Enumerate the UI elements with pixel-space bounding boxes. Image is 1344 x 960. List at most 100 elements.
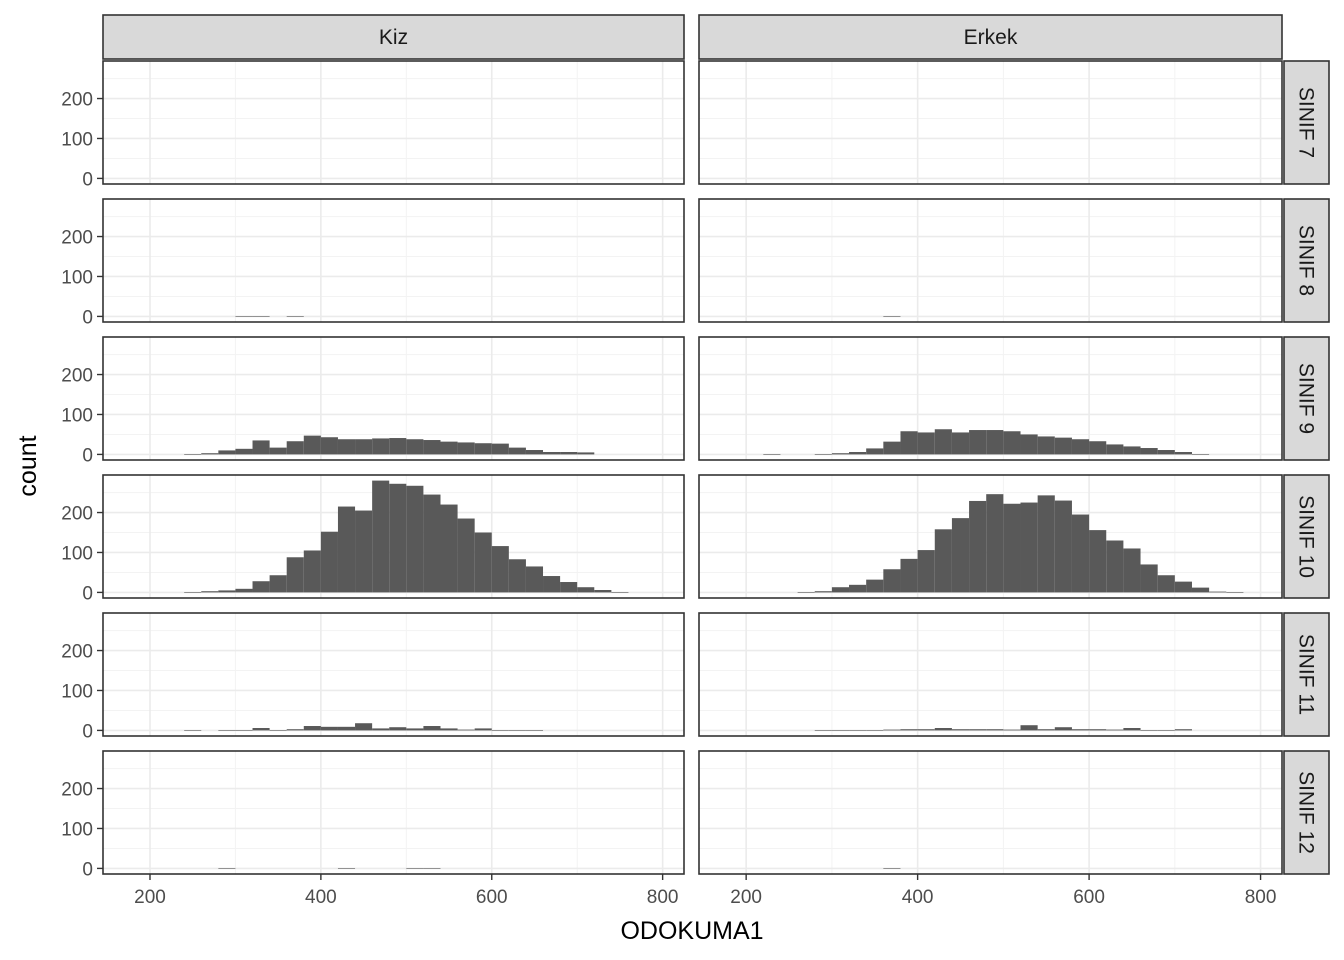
histogram-bar	[337, 726, 356, 731]
histogram-bar	[508, 447, 526, 455]
panel-border	[102, 612, 685, 737]
histogram-bar	[218, 868, 236, 869]
x-tick-label: 800	[1245, 887, 1277, 908]
y-tick-label: 100	[61, 129, 93, 150]
histogram-bar	[849, 730, 867, 731]
histogram-bar	[900, 558, 918, 593]
panel-border	[698, 198, 1283, 323]
strip-kiz: Kiz	[102, 14, 685, 60]
panel-erkek-sinif-8	[698, 198, 1283, 323]
y-axis-title: count	[14, 435, 42, 496]
histogram-bar	[934, 728, 952, 731]
panel-border	[102, 474, 685, 599]
y-tick-label: 200	[61, 228, 93, 249]
x-tick-label: 600	[476, 887, 508, 908]
histogram-bar	[1020, 725, 1038, 731]
strip-background	[1283, 60, 1330, 185]
histogram-bar	[406, 728, 424, 731]
panel-background	[699, 613, 1282, 736]
histogram-bar	[201, 591, 219, 593]
histogram-bar	[286, 316, 304, 317]
panel-kiz-sinif-9	[102, 336, 685, 461]
histogram-bar	[320, 531, 338, 593]
strip-background	[1283, 474, 1330, 599]
histogram-bar	[1020, 434, 1038, 455]
histogram-bar	[560, 582, 578, 593]
y-tick-label: 100	[61, 405, 93, 426]
histogram-bar	[457, 518, 475, 593]
histogram-bar	[1226, 592, 1244, 593]
panel-erkek-sinif-10	[698, 474, 1283, 599]
histogram-bar	[508, 559, 526, 593]
histogram-bar	[594, 590, 612, 593]
y-tick-label: 0	[82, 721, 93, 742]
strip-sinif-9: SINIF 9	[1283, 336, 1330, 461]
histogram-bar	[1054, 727, 1072, 731]
histogram-bar	[1174, 581, 1192, 593]
x-tick-label: 600	[1073, 887, 1105, 908]
histogram-bar	[303, 550, 321, 593]
x-tick-label: 200	[730, 887, 762, 908]
histogram-bar	[866, 579, 884, 593]
histogram-bar	[235, 448, 253, 455]
panel-background	[103, 613, 684, 736]
histogram-bar	[440, 728, 458, 731]
y-tick-label: 0	[82, 169, 93, 190]
panel-border	[102, 336, 685, 461]
strip-background	[1283, 750, 1330, 875]
histogram-bar	[269, 575, 287, 593]
panel-border	[698, 750, 1283, 875]
strip-background	[102, 14, 685, 60]
histogram-bar	[389, 438, 407, 455]
histogram-bar	[491, 443, 509, 455]
histogram-bar	[423, 726, 441, 731]
histogram-bar	[406, 485, 424, 593]
strip-sinif-11: SINIF 11	[1283, 612, 1330, 737]
histogram-bar	[1106, 729, 1124, 731]
histogram-bar	[218, 730, 236, 731]
histogram-bar	[457, 729, 475, 731]
histogram-bar	[389, 483, 407, 593]
panel-kiz-sinif-8	[102, 198, 685, 323]
histogram-bar	[543, 576, 561, 593]
histogram-bar	[337, 868, 356, 869]
histogram-bar	[866, 730, 884, 731]
panel-border	[698, 336, 1283, 461]
strip-label: SINIF 7	[1295, 87, 1318, 158]
histogram-bar	[1054, 437, 1072, 455]
strip-background	[1283, 198, 1330, 323]
y-tick-label: 100	[61, 543, 93, 564]
histogram-bar	[423, 868, 441, 869]
y-tick-label: 200	[61, 90, 93, 111]
histogram-bar	[969, 430, 987, 455]
histogram-bar	[883, 316, 901, 317]
strip-label: SINIF 12	[1295, 771, 1318, 854]
histogram-bar	[355, 439, 373, 455]
histogram-bar	[611, 592, 629, 593]
strip-erkek: Erkek	[698, 14, 1283, 60]
panel-border	[698, 612, 1283, 737]
histogram-bar	[508, 730, 526, 731]
strip-sinif-7: SINIF 7	[1283, 60, 1330, 185]
x-axis-title: ODOKUMA1	[620, 917, 763, 945]
histogram-bar	[1003, 729, 1021, 731]
panel-kiz-sinif-12	[102, 750, 685, 875]
panel-border	[102, 750, 685, 875]
histogram-bar	[1071, 729, 1090, 731]
histogram-bar	[543, 452, 561, 455]
histogram-bar	[286, 441, 304, 455]
histogram-bar	[372, 728, 390, 731]
strip-background	[1283, 336, 1330, 461]
y-tick-label: 0	[82, 307, 93, 328]
histogram-bar	[491, 546, 509, 593]
x-tick-label: 400	[305, 887, 337, 908]
histogram-bar	[831, 453, 850, 455]
histogram-bar	[372, 480, 390, 593]
histogram-bar	[201, 453, 219, 455]
strip-label: Kiz	[379, 26, 408, 49]
histogram-bar	[1003, 503, 1021, 593]
histogram-bar	[814, 730, 832, 731]
panel-erkek-sinif-11	[698, 612, 1283, 737]
strip-sinif-8: SINIF 8	[1283, 198, 1330, 323]
histogram-bar	[1191, 587, 1210, 593]
